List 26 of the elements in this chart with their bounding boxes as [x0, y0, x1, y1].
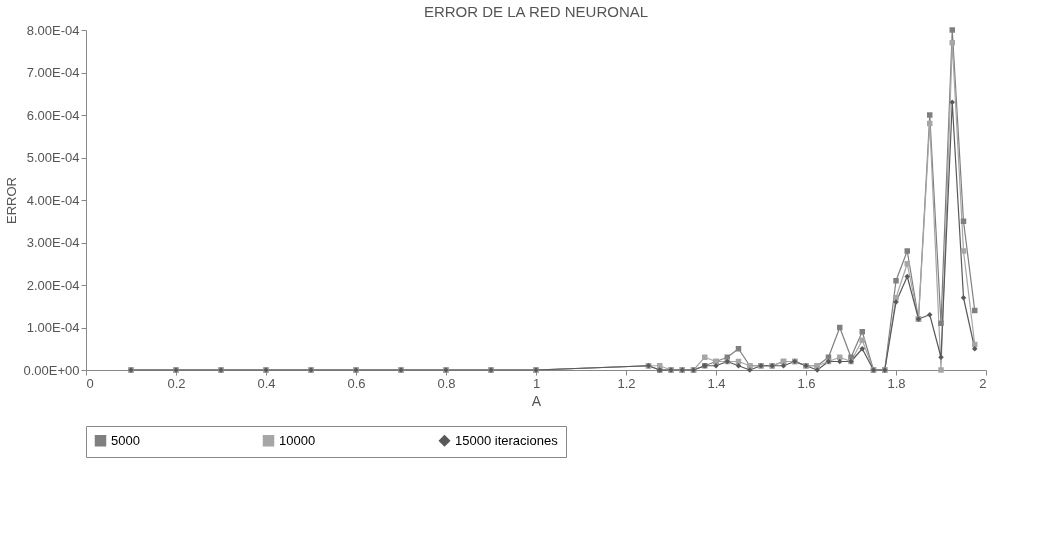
y-tick-label: 8.00E-04 — [26, 22, 80, 38]
y-tick-label: 7.00E-04 — [26, 65, 80, 80]
y-tick-label: 2.00E-04 — [26, 277, 80, 293]
x-tick-label: 0.8 — [437, 375, 456, 391]
x-tick-label: 0.2 — [167, 375, 186, 391]
y-tick-label: 4.00E-04 — [26, 192, 80, 208]
y-tick-label: 6.00E-04 — [26, 107, 80, 123]
x-tick-label: 0 — [86, 375, 94, 391]
legend-label: 5000 — [111, 432, 140, 448]
y-axis-title: ERROR — [4, 177, 20, 224]
y-tick-label: 0.00E+00 — [23, 362, 80, 378]
x-tick-label: 0.4 — [257, 375, 276, 391]
x-tick-label: 1 — [532, 375, 541, 391]
x-tick-label: 0.6 — [347, 375, 366, 391]
legend-label: 15000 iteraciones — [455, 432, 559, 448]
chart-title: ERROR DE LA RED NEURONAL — [423, 3, 649, 20]
legend-label: 10000 — [279, 432, 316, 448]
x-tick-label: 2 — [979, 375, 987, 391]
y-tick-label: 3.00E-04 — [26, 235, 80, 250]
y-tick-label: 1.00E-04 — [26, 320, 80, 335]
x-tick-label: 1.6 — [797, 375, 816, 391]
x-tick-label: 1.8 — [887, 375, 906, 391]
x-tick-label: 1.2 — [617, 375, 636, 391]
y-tick-label: 5.00E-04 — [26, 150, 80, 165]
x-axis-title: A — [531, 392, 542, 409]
x-tick-label: 1.4 — [707, 375, 726, 391]
